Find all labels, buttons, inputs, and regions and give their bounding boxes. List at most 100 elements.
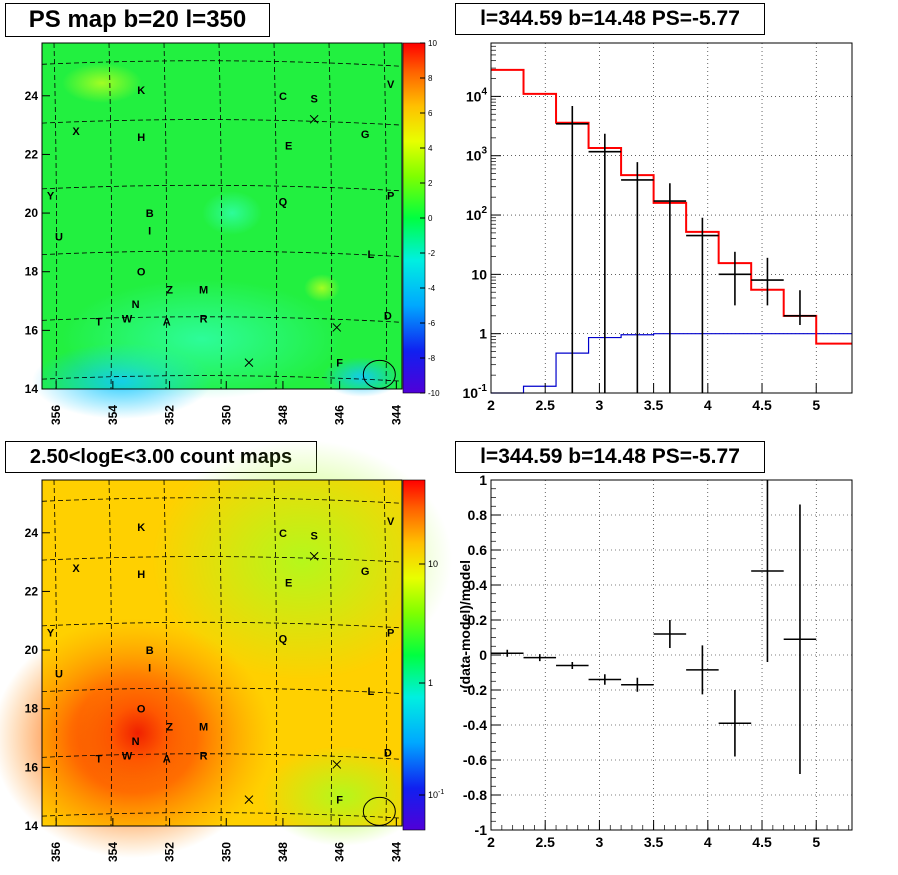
source-label-h: H (137, 569, 145, 581)
x-tick-label: 3 (596, 397, 604, 413)
map-grid-line (163, 479, 168, 827)
residuals-title: l=344.59 b=14.48 PS=-5.77 (455, 441, 765, 473)
y-tick-exp: 3 (481, 146, 487, 157)
colorbar-tick-label: 2 (428, 179, 433, 188)
residuals-panel: 2 2.5 3 3.5 4 4.5 5 -1 -0.8 -0.6 -0.4 -0.2 0 0.2 0.4 0.… (457, 472, 853, 850)
source-label-g: G (361, 566, 370, 578)
source-label-o: O (137, 704, 146, 716)
map-grid-line (41, 375, 403, 382)
map-grid-line (108, 479, 113, 827)
y-tick-base: 10 (466, 207, 482, 223)
y-tick-label: 10-1 (463, 383, 488, 401)
colorbar (402, 479, 426, 831)
map-grid-line (41, 316, 403, 323)
map-grid-line (41, 497, 403, 504)
y-tick-exp: -1 (478, 383, 487, 394)
source-label-q: Q (279, 196, 288, 208)
colorbar-tick-base: 1 (428, 678, 433, 688)
colorbar-tick-label: 4 (428, 144, 433, 153)
colorbar-tick-label: -8 (428, 354, 436, 363)
colorbar-tick-base: 10 (428, 559, 438, 569)
x-tick-label: 4.5 (752, 834, 772, 850)
source-label-a: A (163, 754, 171, 766)
source-label-k: K (137, 85, 145, 97)
y-tick-label: -0.4 (463, 717, 487, 733)
source-cross-marker (309, 114, 319, 124)
y-axis-label: (data-model)/model (457, 560, 473, 689)
colorbar-tick-label: 10-1 (428, 789, 444, 800)
colorbar-tick-label: 10 (428, 39, 437, 48)
plot-frame (490, 42, 853, 394)
y-tick-label: -0.6 (463, 752, 487, 768)
source-label-d: D (384, 311, 392, 323)
colorbar-tick-label: 0 (428, 214, 433, 223)
source-label-i: I (148, 663, 151, 675)
map-grid-line (273, 479, 278, 827)
x-tick-label: 2.5 (535, 834, 555, 850)
roi-circle (362, 796, 396, 826)
y-tick-base: 10 (463, 385, 479, 401)
map-grid-line (383, 479, 388, 827)
map-y-tick-label: 16 (25, 760, 39, 774)
source-cross-marker (332, 323, 342, 332)
map-grid-line (41, 60, 403, 67)
source-label-m: M (199, 284, 208, 296)
map-y-tick-label: 24 (25, 526, 39, 540)
source-label-e: E (285, 141, 292, 153)
map-x-tick-label: 346 (333, 405, 347, 425)
plot-area (491, 43, 852, 393)
y-tick-label: 1 (479, 472, 487, 488)
map-low-region (322, 357, 402, 397)
map-x-tick-label: 352 (163, 405, 177, 425)
source-label-p: P (387, 627, 394, 639)
map-y-tick-label: 18 (25, 265, 39, 279)
y-tick-base: 10 (471, 266, 487, 282)
source-label-t: T (95, 754, 102, 766)
colorbar-tick-label: 6 (428, 109, 433, 118)
source-label-r: R (200, 314, 208, 326)
map-low-region (262, 746, 422, 846)
y-tick-label: 0.2 (468, 612, 488, 628)
map-y-tick-label: 18 (25, 702, 39, 716)
y-tick-label: 104 (466, 86, 488, 104)
y-tick-label: -0.8 (463, 787, 487, 803)
source-cross-marker (244, 358, 254, 367)
source-cross-marker (309, 551, 319, 561)
map-frame (41, 42, 403, 390)
y-tick-base: 10 (466, 148, 482, 164)
x-tick-label: 3.5 (644, 397, 664, 413)
source-label-s: S (310, 94, 317, 106)
map-grid-line (328, 42, 333, 390)
map-grid-line (53, 42, 58, 390)
y-tick-exp: 2 (481, 205, 487, 216)
y-tick-base: 10 (466, 88, 482, 104)
source-label-f: F (336, 795, 343, 807)
source-label-q: Q (279, 633, 288, 645)
map-y-tick-label: 14 (25, 382, 39, 396)
source-label-w: W (122, 751, 133, 763)
source-label-i: I (148, 226, 151, 238)
x-tick-label: 2 (487, 834, 495, 850)
colorbar-tick-label: -6 (428, 319, 436, 328)
source-label-k: K (137, 522, 145, 534)
map-x-tick-label: 344 (389, 842, 403, 862)
colorbar-tick-label: 10 (428, 559, 438, 569)
source-label-b: B (146, 645, 154, 657)
map-grid-line (41, 556, 403, 563)
map-x-tick-label: 348 (276, 842, 290, 862)
colorbar-tick-label: 8 (428, 74, 433, 83)
x-tick-label: 3.5 (644, 834, 664, 850)
map-grid-line (273, 42, 278, 390)
map-y-tick-label: 24 (25, 89, 39, 103)
source-label-m: M (199, 721, 208, 733)
map-x-tick-label: 356 (49, 842, 63, 862)
colorbar-tick-label: -2 (428, 249, 436, 258)
source-label-c: C (279, 528, 287, 540)
source-label-y: Y (47, 190, 55, 202)
map-y-tick-label: 20 (25, 206, 39, 220)
map-grid-line (218, 479, 223, 827)
source-label-y: Y (47, 627, 55, 639)
map-y-tick-label: 14 (25, 819, 39, 833)
